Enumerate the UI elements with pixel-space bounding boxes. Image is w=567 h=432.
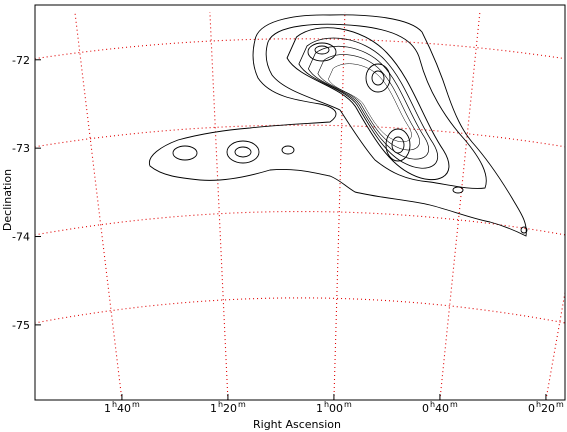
plot-frame	[34, 4, 566, 401]
x-tick-label: 0h40m	[422, 400, 458, 415]
contour	[365, 63, 391, 93]
grid-line	[439, 11, 481, 400]
grid-line	[333, 11, 346, 400]
contour	[307, 45, 430, 160]
y-tick-label: -72	[12, 54, 30, 67]
x-tick-label: 1h20m	[210, 400, 246, 415]
contour	[452, 186, 464, 194]
contour	[298, 37, 439, 169]
contour	[520, 226, 528, 234]
contour	[307, 42, 337, 62]
contour	[265, 23, 487, 189]
y-tick-label: -73	[12, 142, 30, 155]
grid-line	[35, 124, 565, 148]
grid-line	[35, 297, 565, 324]
contour	[371, 70, 385, 86]
x-axis-label: Right Ascension	[253, 418, 341, 431]
grid-line	[35, 211, 565, 236]
contour	[385, 128, 411, 162]
contour	[391, 136, 405, 154]
contour	[172, 145, 198, 161]
grid-line	[35, 38, 565, 60]
y-axis-label: Declination	[1, 169, 14, 231]
grid	[35, 11, 565, 400]
outer-contour	[148, 14, 527, 237]
x-tick-label: 1h00m	[316, 400, 352, 415]
y-tick-label: -74	[12, 231, 30, 244]
y-tick-label: -75	[12, 319, 30, 332]
contours	[148, 14, 528, 237]
contour	[314, 45, 330, 55]
grid-line	[209, 11, 229, 400]
x-tick-label: 1h40m	[104, 400, 140, 415]
grid-line	[74, 11, 123, 400]
contour	[234, 146, 252, 158]
grid-line	[545, 289, 565, 400]
x-tick-label: 0h20m	[528, 400, 564, 415]
contour	[281, 145, 295, 155]
contour	[226, 140, 260, 164]
